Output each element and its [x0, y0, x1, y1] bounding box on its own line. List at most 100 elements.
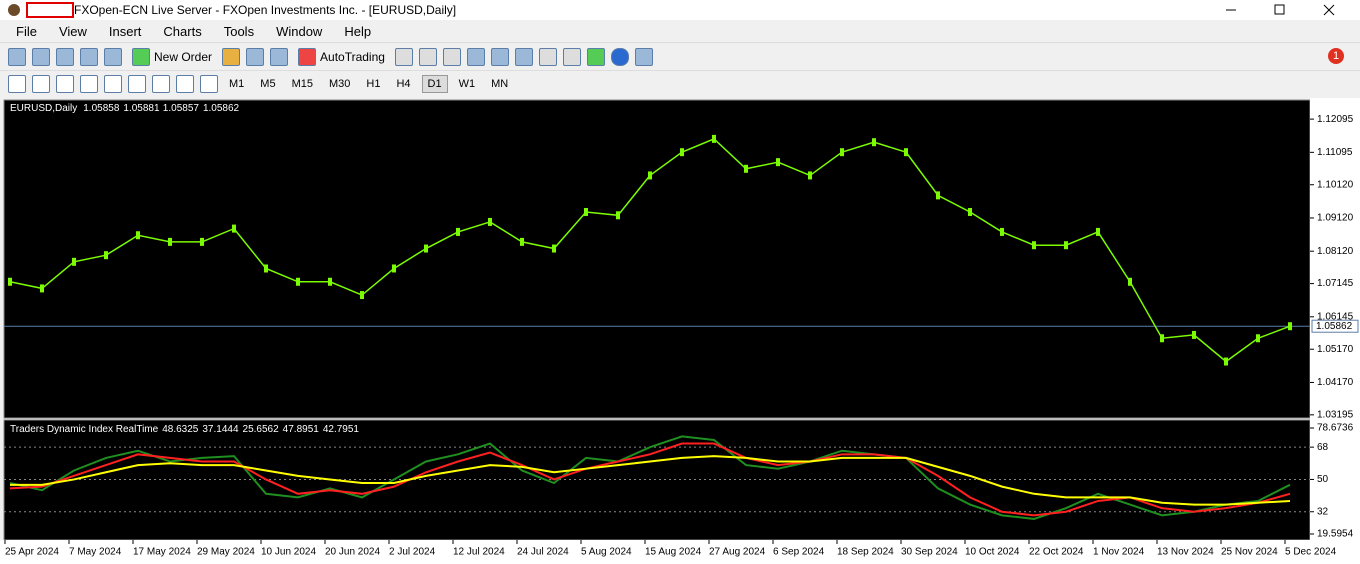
candle: [232, 224, 236, 233]
candle: [200, 237, 204, 246]
quote-value: 1.05862: [203, 103, 240, 114]
symbol: EURUSD,Daily: [10, 103, 77, 114]
quote-value: 1.05858: [83, 103, 120, 114]
price-tick-label: 1.11095: [1317, 147, 1353, 158]
new-order-label: New Order: [154, 49, 213, 64]
candle: [328, 277, 332, 286]
indicator-name: Traders Dynamic Index RealTime: [10, 424, 159, 435]
current-price-label: 1.05862: [1316, 321, 1353, 332]
indicator-value: 25.6562: [243, 424, 280, 435]
indicator-tick-label: 32: [1317, 506, 1329, 517]
auto-trading-button[interactable]: AutoTrading: [294, 46, 389, 68]
candle: [808, 171, 812, 180]
date-label: 13 Nov 2024: [1157, 547, 1214, 558]
indicator-value: 47.8951: [283, 424, 320, 435]
indicator-tick-label: 68: [1317, 442, 1329, 453]
price-tick-label: 1.06145: [1317, 311, 1354, 322]
auto-trading-label: AutoTrading: [320, 49, 385, 64]
date-label: 5 Dec 2024: [1285, 547, 1337, 558]
price-tick-label: 1.07145: [1317, 278, 1354, 289]
menu-item[interactable]: Charts: [163, 23, 202, 39]
timeframe-button[interactable]: M15: [291, 78, 313, 90]
timeframe-button[interactable]: D1: [421, 75, 448, 93]
quote-value: 1.05857: [163, 103, 200, 114]
date-label: 10 Oct 2024: [965, 547, 1020, 558]
candle: [456, 227, 460, 236]
date-label: 29 May 2024: [197, 547, 255, 558]
indicator-value: 42.7951: [323, 424, 360, 435]
candle: [392, 264, 396, 273]
candle: [1000, 227, 1004, 236]
timeframe-button[interactable]: H1: [366, 78, 381, 90]
menu-item[interactable]: View: [58, 23, 87, 39]
toolbar-2: M1 M5 M15 M30 H1 H4 D1 W1 MN: [0, 70, 1360, 97]
menu-item[interactable]: Help: [344, 23, 372, 39]
indicator-tick-label: 19.5954: [1317, 529, 1354, 540]
candle: [1256, 334, 1260, 343]
notification-badge[interactable]: 1: [1328, 48, 1344, 64]
date-label: 2 Jul 2024: [389, 547, 436, 558]
indicator-line: [9, 435, 1291, 520]
price-tick-label: 1.12095: [1317, 114, 1354, 125]
candle: [1224, 357, 1228, 366]
date-label: 25 Nov 2024: [1221, 547, 1278, 558]
timeframe-button[interactable]: W1: [458, 78, 476, 90]
date-axis: [0, 540, 1360, 564]
menu-item[interactable]: Insert: [108, 23, 142, 39]
candle: [8, 277, 12, 286]
candle: [104, 251, 108, 260]
toolbar: New Order AutoTrading 1: [0, 42, 1360, 70]
candle: [1096, 227, 1100, 236]
window-controls[interactable]: [1220, 0, 1360, 20]
candle: [616, 211, 620, 220]
candle: [296, 277, 300, 286]
indicator-header: Traders Dynamic Index RealTime 48.6325 37.…: [10, 424, 359, 435]
menu-item[interactable]: File: [16, 23, 37, 39]
indicator-line: [9, 442, 1291, 517]
price-tick-label: 1.04170: [1317, 377, 1354, 388]
date-label: 6 Sep 2024: [773, 547, 825, 558]
title-bar: FXOpen-ECN Live Server - FXOpen Investme…: [0, 0, 1360, 20]
timeframe-button[interactable]: M5: [260, 78, 276, 90]
new-order-button[interactable]: New Order: [128, 46, 216, 68]
date-label: 5 Aug 2024: [581, 547, 632, 558]
candle: [1288, 322, 1292, 331]
price-tick-label: 1.08120: [1317, 246, 1354, 257]
price-panel: [3, 99, 1311, 419]
quote-value: 1.05881: [123, 103, 160, 114]
candle: [424, 244, 428, 253]
app-icon: [8, 4, 20, 16]
candle: [360, 291, 364, 300]
date-label: 30 Sep 2024: [901, 547, 958, 558]
date-label: 7 May 2024: [69, 547, 122, 558]
timeframe-button[interactable]: M1: [229, 78, 245, 90]
date-label: 17 May 2024: [133, 547, 191, 558]
menu-bar: File View Insert Charts Tools Window Help: [0, 20, 1360, 42]
current-price-box: [1311, 319, 1359, 333]
candle: [488, 217, 492, 226]
candle: [904, 148, 908, 157]
candle: [520, 237, 524, 246]
window-title: FXOpen-ECN Live Server - FXOpen Investme…: [74, 3, 457, 17]
date-label: 25 Apr 2024: [5, 547, 59, 558]
date-label: 1 Nov 2024: [1093, 547, 1145, 558]
indicator-value: 48.6325: [162, 424, 199, 435]
candle: [1160, 334, 1164, 343]
timeframe-button[interactable]: MN: [491, 78, 509, 90]
candle: [776, 158, 780, 167]
candle: [40, 284, 44, 293]
indicator-tick-label: 50: [1317, 474, 1329, 485]
date-label: 20 Jun 2024: [325, 547, 380, 558]
candle: [744, 164, 748, 173]
date-label: 22 Oct 2024: [1029, 547, 1084, 558]
candle: [968, 207, 972, 216]
candle: [584, 207, 588, 216]
menu-item[interactable]: Tools: [223, 23, 255, 39]
indicator-tick-label: 78.6736: [1317, 423, 1354, 434]
indicator-value: 37.1444: [202, 424, 239, 435]
timeframe-button[interactable]: H4: [396, 78, 411, 90]
menu-item[interactable]: Window: [276, 23, 323, 39]
candle: [1064, 241, 1068, 250]
timeframe-button[interactable]: M30: [328, 78, 351, 90]
